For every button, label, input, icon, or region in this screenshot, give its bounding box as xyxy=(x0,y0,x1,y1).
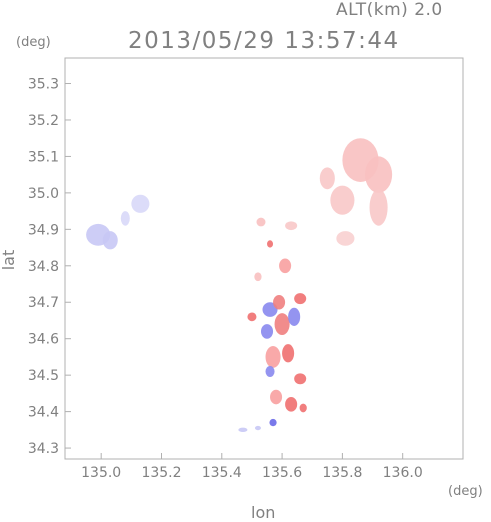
y-tick-label: 35.0 xyxy=(28,186,59,202)
x-axis-unit: (deg) xyxy=(448,484,483,499)
echo-cluster xyxy=(285,397,298,412)
echo-cluster xyxy=(274,313,290,336)
altitude-label: ALT(km) 2.0 xyxy=(336,0,443,20)
x-tick-label: 135.2 xyxy=(141,465,181,481)
echo-cluster xyxy=(270,389,283,405)
x-tick-label: 135.0 xyxy=(81,465,121,481)
y-tick-label: 35.3 xyxy=(28,77,59,93)
x-tick-label: 136.0 xyxy=(383,465,423,481)
x-axis-ticks: 135.0 135.2 135.4 135.6 135.8 136.0 xyxy=(81,453,423,481)
echo-cluster xyxy=(256,217,266,227)
echo-cluster xyxy=(369,189,388,226)
y-tick-label: 35.2 xyxy=(28,113,59,129)
x-axis-label: lon xyxy=(251,503,276,522)
y-tick-label: 34.3 xyxy=(28,441,59,457)
echo-cluster xyxy=(238,427,248,433)
radar-echo-layer xyxy=(86,138,393,433)
echo-cluster xyxy=(120,211,130,226)
echo-cluster xyxy=(330,185,355,215)
echo-cluster xyxy=(265,345,281,368)
echo-cluster xyxy=(294,293,307,305)
y-tick-label: 34.6 xyxy=(28,332,59,348)
plot-frame xyxy=(64,57,464,460)
echo-cluster xyxy=(262,302,278,317)
echo-cluster xyxy=(247,312,257,322)
y-tick-label: 34.4 xyxy=(28,405,59,421)
echo-cluster xyxy=(131,194,150,213)
echo-cluster xyxy=(269,418,277,427)
echo-cluster xyxy=(319,167,335,190)
echo-cluster xyxy=(254,272,262,282)
echo-cluster xyxy=(288,307,301,326)
y-tick-label: 34.8 xyxy=(28,259,59,275)
echo-cluster xyxy=(294,373,307,385)
echo-cluster xyxy=(285,221,298,231)
echo-cluster xyxy=(279,258,292,274)
y-tick-label: 35.1 xyxy=(28,149,59,165)
echo-cluster xyxy=(254,425,261,431)
y-tick-label: 34.9 xyxy=(28,222,59,238)
y-tick-label: 34.5 xyxy=(28,368,59,384)
y-axis-unit: (deg) xyxy=(16,35,51,50)
echo-cluster xyxy=(282,344,295,363)
x-tick-label: 135.4 xyxy=(202,465,242,481)
echo-cluster xyxy=(336,231,355,246)
echo-cluster xyxy=(265,366,275,377)
echo-cluster xyxy=(273,294,286,310)
echo-cluster xyxy=(299,403,307,413)
y-axis-ticks: 34.3 34.4 34.5 34.6 34.7 34.8 34.9 35.0 35.1 35.2… xyxy=(28,77,71,457)
timestamp-title: 2013/05/29 13:57:44 xyxy=(128,28,400,54)
echo-cluster xyxy=(267,240,274,248)
x-tick-label: 135.8 xyxy=(322,465,362,481)
y-tick-label: 34.7 xyxy=(28,295,59,311)
echo-cluster xyxy=(260,324,274,339)
echo-cluster xyxy=(102,231,118,250)
x-tick-label: 135.6 xyxy=(262,465,302,481)
echo-cluster xyxy=(365,156,393,193)
